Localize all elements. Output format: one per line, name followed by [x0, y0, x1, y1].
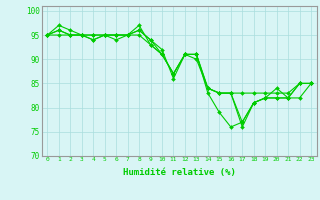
X-axis label: Humidité relative (%): Humidité relative (%): [123, 168, 236, 177]
